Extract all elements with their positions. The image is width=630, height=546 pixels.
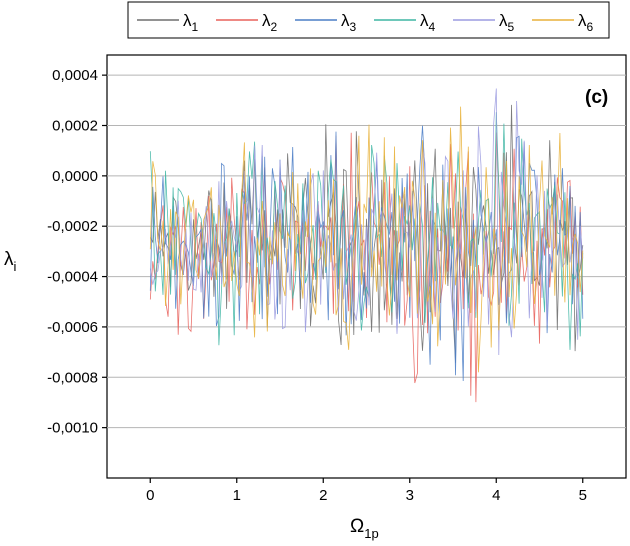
x-tick-label: 4 bbox=[492, 487, 500, 504]
legend-box bbox=[127, 1, 610, 39]
y-axis-title-base: λ bbox=[4, 249, 14, 270]
y-tick-label: 0,0000 bbox=[52, 168, 98, 185]
x-axis-title-sub: 1p bbox=[364, 526, 378, 541]
legend-label: λ3 bbox=[341, 11, 357, 34]
x-tick-label: 0 bbox=[146, 487, 154, 504]
legend-label: λ6 bbox=[578, 11, 594, 34]
series-lines bbox=[149, 88, 584, 403]
x-tick-label: 1 bbox=[233, 487, 241, 504]
y-axis-title-sub: i bbox=[14, 259, 17, 274]
x-tick-label: 2 bbox=[319, 487, 327, 504]
x-tick-label: 3 bbox=[406, 487, 414, 504]
legend-label: λ1 bbox=[183, 11, 199, 34]
y-axis: -0,0010 -0,0008 -0,0006 -0,0004 -0,0002 0,000… bbox=[47, 67, 107, 437]
y-tick-label: 0,0002 bbox=[52, 118, 98, 135]
x-axis-title-base: Ω bbox=[350, 516, 364, 537]
y-tick-label: 0,0004 bbox=[52, 67, 98, 84]
y-tick-label: -0,0002 bbox=[47, 218, 98, 235]
x-axis-title: Ω1p bbox=[350, 516, 379, 541]
series-line bbox=[149, 88, 584, 356]
legend-label: λ2 bbox=[262, 11, 278, 34]
legend-label: λ5 bbox=[499, 11, 515, 34]
y-axis-title: λi bbox=[4, 249, 17, 274]
x-axis: 0 1 2 3 4 5 bbox=[146, 478, 587, 504]
y-tick-label: -0,0010 bbox=[47, 420, 98, 437]
series-line bbox=[149, 106, 584, 373]
x-tick-label: 5 bbox=[579, 487, 587, 504]
series-line bbox=[149, 104, 584, 363]
legend-label: λ4 bbox=[420, 11, 436, 34]
panel-label: (c) bbox=[585, 87, 608, 108]
legend: λ1 λ2 λ3 λ4 λ5 λ6 bbox=[127, 1, 610, 39]
y-tick-label: -0,0004 bbox=[47, 269, 98, 286]
y-tick-label: -0,0006 bbox=[47, 319, 98, 336]
y-tick-label: -0,0008 bbox=[47, 369, 98, 386]
